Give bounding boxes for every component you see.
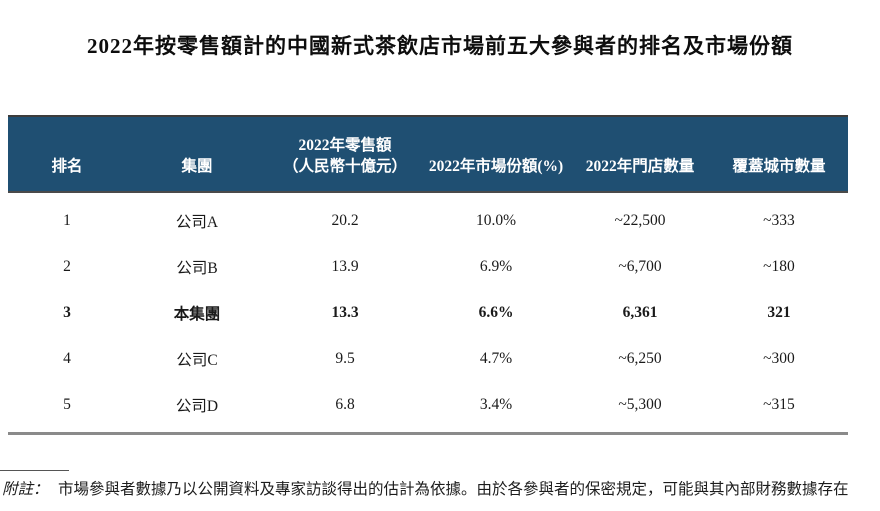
cell-share: 10.0%: [475, 212, 517, 229]
cell-rank: 3: [63, 304, 71, 321]
table-row: 1 公司A 20.2 10.0% ~22,500 ~333: [8, 198, 848, 244]
header-label-retail-line1: 2022年零售額: [298, 137, 392, 155]
cell-group: 本集團: [173, 306, 221, 323]
header-cell-retail: 2022年零售額 （人民幣十億元）: [268, 117, 422, 191]
header-label-cities: 覆蓋城市數量: [732, 158, 826, 176]
cell-stores: ~5,300: [618, 396, 662, 413]
market-ranking-table: 排名 集團 2022年零售額 （人民幣十億元） 2022年市場份額(%) 202…: [8, 115, 848, 435]
cell-stores: ~6,250: [618, 350, 662, 367]
cell-share: 6.6%: [478, 304, 514, 321]
table-row: 4 公司C 9.5 4.7% ~6,250 ~300: [8, 336, 848, 382]
table-header: 排名 集團 2022年零售額 （人民幣十億元） 2022年市場份額(%) 202…: [8, 115, 848, 193]
document-page: 2022年按零售額計的中國新式茶飲店市場前五大參與者的排名及市場份額 排名 集團…: [0, 30, 880, 511]
cell-rank: 1: [63, 212, 71, 229]
header-label-retail-line2: （人民幣十億元）: [282, 158, 407, 176]
header-label-share: 2022年市場份額(%): [428, 158, 564, 176]
cell-cities: ~315: [763, 396, 795, 413]
cell-rank: 2: [63, 258, 71, 275]
header-cell-group: 集團: [126, 117, 268, 191]
header-cell-cities: 覆蓋城市數量: [710, 117, 848, 191]
footnote: 附註： 市場參與者數據乃以公開資料及專家訪談得出的估計為依據。由於各參與者的保密…: [2, 474, 862, 511]
cell-cities: ~333: [763, 212, 795, 229]
header-cell-rank: 排名: [8, 117, 126, 191]
footnote-divider: [0, 470, 69, 471]
page-title: 2022年按零售額計的中國新式茶飲店市場前五大參與者的排名及市場份額: [87, 34, 793, 58]
cell-stores: 6,361: [622, 304, 658, 321]
cell-retail: 20.2: [331, 212, 359, 229]
cell-share: 6.9%: [479, 258, 513, 275]
cell-group: 公司A: [175, 214, 219, 231]
cell-cities: ~180: [763, 258, 795, 275]
cell-retail: 13.9: [331, 258, 359, 275]
footnote-label: 附註：: [2, 481, 49, 498]
table-row-our-group: 3 本集團 13.3 6.6% 6,361 321: [8, 290, 848, 336]
header-cell-stores: 2022年門店數量: [570, 117, 710, 191]
cell-share: 4.7%: [479, 350, 513, 367]
header-label-rank: 排名: [51, 158, 83, 176]
cell-stores: ~22,500: [614, 212, 666, 229]
cell-share: 3.4%: [479, 396, 513, 413]
table-row: 5 公司D 6.8 3.4% ~5,300 ~315: [8, 382, 848, 428]
cell-stores: ~6,700: [618, 258, 662, 275]
header-label-group: 集團: [181, 158, 213, 176]
header-cell-share: 2022年市場份額(%): [422, 117, 570, 191]
table-row: 2 公司B 13.9 6.9% ~6,700 ~180: [8, 244, 848, 290]
table-body: 1 公司A 20.2 10.0% ~22,500 ~333 2 公司B 13.9…: [8, 193, 848, 432]
cell-group: 公司B: [176, 260, 218, 277]
cell-retail: 9.5: [335, 350, 355, 367]
cell-cities: ~300: [763, 350, 795, 367]
cell-group: 公司D: [175, 398, 219, 415]
header-label-stores: 2022年門店數量: [585, 158, 695, 176]
cell-cities: 321: [767, 304, 791, 321]
cell-retail: 6.8: [335, 396, 355, 413]
cell-group: 公司C: [176, 352, 218, 369]
cell-rank: 5: [63, 396, 71, 413]
footnote-text: 市場參與者數據乃以公開資料及專家訪談得出的估計為依據。由於各參與者的保密規定，可…: [58, 481, 849, 498]
cell-rank: 4: [63, 350, 71, 367]
cell-retail: 13.3: [331, 304, 359, 321]
